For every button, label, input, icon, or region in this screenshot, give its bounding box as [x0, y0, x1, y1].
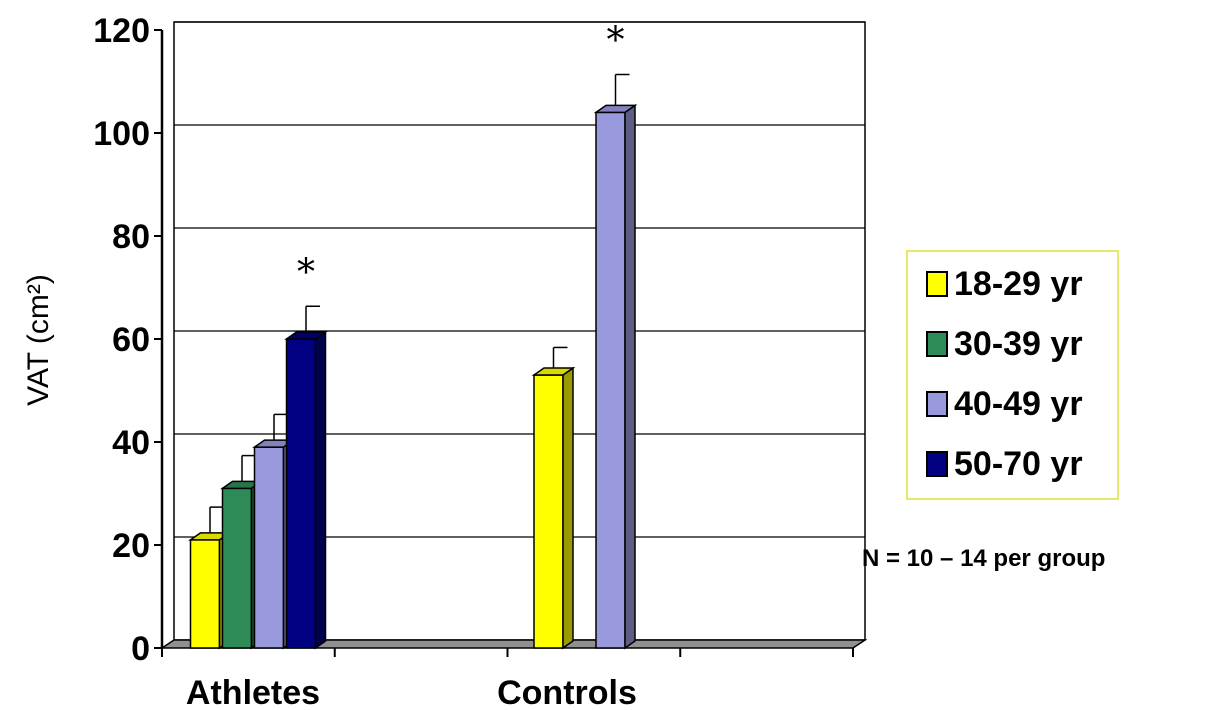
y-tick-label: 60 [112, 321, 150, 359]
legend: 18-29 yr 30-39 yr 40-49 yr 50-70 yr [906, 250, 1119, 500]
bar-controls-40-49-yr [595, 111, 626, 649]
bar-athletes-40-49-yr [253, 446, 285, 649]
axes [154, 29, 868, 657]
y-tick-label: 120 [93, 12, 150, 50]
legend-item-30-39: 30-39 yr [926, 324, 1083, 364]
y-tick-label: 80 [112, 218, 150, 256]
bar-top [284, 331, 328, 340]
labels: 0 20 40 60 80 100 120 * Athletes * Controls [93, 12, 637, 710]
y-tick-label: 40 [112, 424, 150, 462]
y-tick-label: 20 [112, 527, 150, 565]
legend-swatch-18-29 [926, 271, 948, 297]
bar-side [624, 103, 636, 650]
x-category-label-controls: Controls [497, 674, 637, 710]
legend-swatch-50-70 [926, 451, 948, 477]
legend-label-50-70: 50-70 yr [954, 444, 1083, 483]
legend-label-30-39: 30-39 yr [954, 324, 1083, 363]
y-tick-label: 100 [93, 115, 150, 153]
bar-side [562, 366, 574, 650]
legend-swatch-30-39 [926, 331, 948, 357]
significance-marker: * [297, 252, 315, 293]
legend-swatch-40-49 [926, 391, 948, 417]
x-category-label-athletes: Athletes [186, 674, 320, 710]
sample-size-note: N = 10 – 14 per group [862, 545, 1106, 572]
bars [188, 73, 638, 650]
bar-top [593, 104, 638, 114]
bar-athletes-30-39-yr [221, 487, 253, 649]
legend-label-40-49: 40-49 yr [954, 384, 1083, 423]
legend-label-18-29: 18-29 yr [954, 264, 1083, 303]
bar-controls-18-29-yr [533, 374, 564, 649]
legend-item-40-49: 40-49 yr [926, 384, 1083, 424]
legend-item-18-29: 18-29 yr [926, 264, 1083, 304]
significance-marker: * [607, 21, 625, 62]
bar-side [314, 330, 327, 650]
y-tick-label: 0 [131, 630, 150, 668]
bar-athletes-50-70-yr [285, 338, 317, 649]
y-axis-label: VAT (cm²) [22, 274, 55, 406]
bar-top [531, 367, 576, 376]
bar-athletes-18-29-yr [189, 539, 221, 649]
legend-item-50-70: 50-70 yr [926, 444, 1083, 484]
